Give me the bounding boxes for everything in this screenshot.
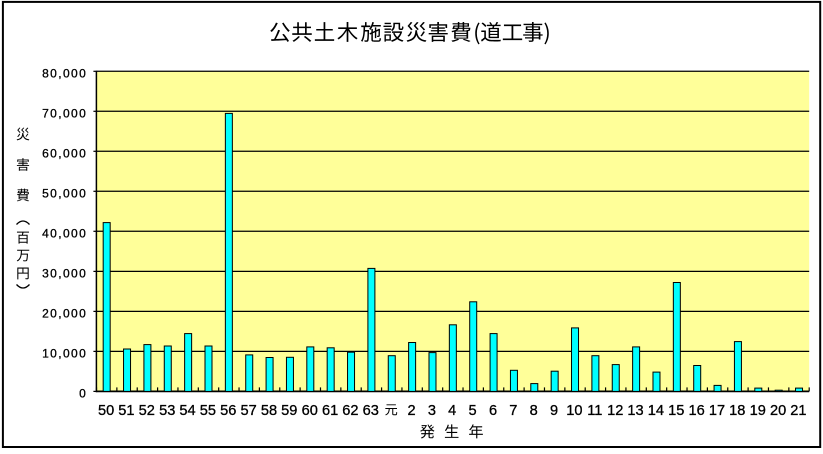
svg-text:11: 11	[587, 403, 602, 419]
svg-text:61: 61	[322, 403, 338, 419]
svg-text:58: 58	[261, 403, 277, 419]
svg-text:8: 8	[530, 403, 538, 419]
svg-text:30,000: 30,000	[42, 266, 87, 280]
svg-text:16: 16	[688, 403, 704, 419]
svg-text:21: 21	[790, 403, 806, 419]
svg-text:70,000: 70,000	[42, 106, 87, 120]
svg-text:6: 6	[489, 403, 497, 419]
svg-text:15: 15	[668, 403, 684, 419]
svg-text:7: 7	[509, 403, 517, 419]
svg-text:19: 19	[750, 403, 766, 419]
svg-text:14: 14	[648, 403, 664, 419]
svg-text:51: 51	[118, 403, 134, 419]
svg-text:50: 50	[98, 403, 114, 419]
svg-text:0: 0	[79, 386, 87, 400]
svg-text:55: 55	[200, 403, 216, 419]
svg-text:10: 10	[566, 403, 582, 419]
svg-text:4: 4	[448, 403, 456, 419]
svg-text:60,000: 60,000	[42, 146, 87, 160]
svg-text:17: 17	[709, 403, 725, 419]
svg-text:9: 9	[550, 403, 558, 419]
svg-text:20: 20	[770, 403, 786, 419]
svg-text:12: 12	[607, 403, 623, 419]
svg-text:20,000: 20,000	[42, 306, 87, 320]
svg-text:80,000: 80,000	[42, 66, 87, 80]
svg-text:5: 5	[469, 403, 477, 419]
svg-text:62: 62	[342, 403, 358, 419]
svg-text:18: 18	[729, 403, 745, 419]
svg-text:60: 60	[302, 403, 318, 419]
svg-text:3: 3	[428, 403, 436, 419]
svg-text:53: 53	[159, 403, 175, 419]
svg-text:40,000: 40,000	[42, 226, 87, 240]
svg-text:63: 63	[363, 403, 379, 419]
svg-text:2: 2	[407, 403, 415, 419]
svg-text:54: 54	[179, 403, 195, 419]
svg-text:56: 56	[220, 403, 236, 419]
svg-text:13: 13	[627, 403, 643, 419]
svg-text:57: 57	[240, 403, 256, 419]
svg-text:50,000: 50,000	[42, 186, 87, 200]
svg-text:10,000: 10,000	[42, 346, 87, 360]
svg-text:59: 59	[281, 403, 297, 419]
svg-text:52: 52	[139, 403, 155, 419]
